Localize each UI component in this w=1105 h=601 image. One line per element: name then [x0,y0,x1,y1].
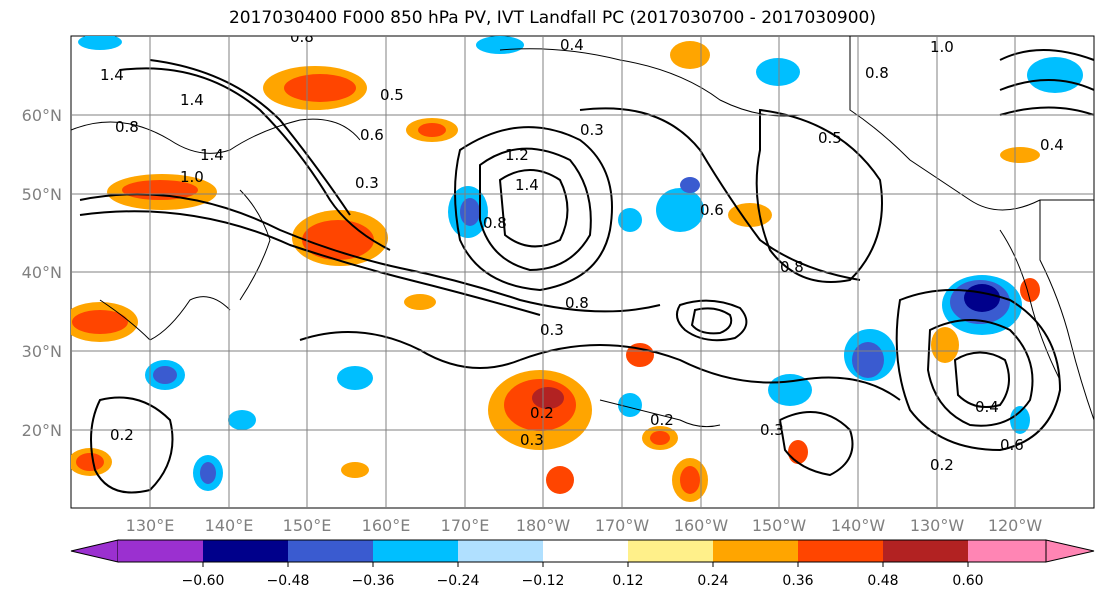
colorbar-segment [713,540,798,562]
latitude-label: 30°N [22,342,62,361]
colorbar-segment [118,540,203,562]
colorbar-lower-extension [70,539,119,563]
latitude-label: 40°N [22,263,62,282]
contour-label: 0.5 [380,86,404,104]
colorbar-segment [798,540,883,562]
longitude-label: 180°W [516,516,571,535]
contour-label: 0.6 [360,126,384,144]
latitude-label: 50°N [22,185,62,204]
colorbar-segment [968,540,1046,562]
contour-label: 0.8 [865,64,889,82]
colorbar-tick-label: −0.24 [437,573,480,589]
contour-label: 1.4 [100,66,124,84]
contour-label: 0.4 [1040,136,1064,154]
colorbar-segment [203,540,288,562]
contour-label: 0.8 [780,258,804,276]
map-title: 2017030400 F000 850 hPa PV, IVT Landfall… [228,8,876,28]
colorbar-outline [118,539,1046,563]
contour-label: 1.4 [200,146,224,164]
longitude-label: 160°W [674,516,729,535]
contour-label: 0.6 [700,201,724,219]
colorbar-tick-label: 0.36 [782,573,813,589]
colorbar-tick-label: −0.36 [352,573,395,589]
contour-label: 0.3 [580,121,604,139]
colorbar-tick-label: 0.48 [867,573,898,589]
contour-label: 1.4 [180,91,204,109]
contour-label: 0.3 [355,174,379,192]
contour-label: 1.2 [505,146,529,164]
longitude-label: 170°W [595,516,650,535]
contour-label: 0.2 [530,404,554,422]
longitude-label: 130°E [126,516,175,535]
contour-label: 0.6 [1000,436,1024,454]
longitude-label: 150°W [752,516,807,535]
longitude-label: 170°E [441,516,490,535]
graticule [71,36,1094,508]
colorbar-tick-label: 0.12 [612,573,643,589]
contour-label: 0.3 [760,421,784,439]
colorbar-segment [543,540,628,562]
contour-label: 0.4 [975,398,999,416]
longitude-label: 120°W [988,516,1043,535]
colorbar-segment [288,540,373,562]
longitude-label: 150°E [283,516,332,535]
longitude-label: 160°E [362,516,411,535]
coastlines [71,36,1094,428]
colorbar-tick-label: −0.12 [522,573,565,589]
contour-label: 0.8 [565,294,589,312]
contour-label: 0.4 [560,36,584,54]
latitude-label: 60°N [22,106,62,125]
contour-label: 0.2 [110,426,134,444]
contour-label: 0.8 [483,214,507,232]
latitude-label: 20°N [22,421,62,440]
contour-label: 0.8 [290,28,314,46]
contour-label: 1.4 [515,176,539,194]
longitude-label: 140°W [831,516,886,535]
positive-anomaly-shading [71,41,1040,502]
contour-label: 0.2 [650,411,674,429]
contour-label: 1.0 [180,168,204,186]
colorbar-segment [458,540,543,562]
colorbar-tick-label: −0.48 [267,573,310,589]
colorbar-segment [883,540,968,562]
map-field: 1.4 1.4 1.0 1.4 0.8 0.8 0.5 0.6 0.3 1.2 … [71,28,1094,508]
contour-label: 0.8 [115,118,139,136]
pv-contours [79,49,1094,494]
contour-label: 0.3 [520,431,544,449]
colorbar-segment [628,540,713,562]
longitude-label: 130°W [910,516,965,535]
colorbar-tick-label: 0.24 [697,573,728,589]
contour-label: 1.0 [930,38,954,56]
contour-label: 0.5 [818,129,842,147]
longitude-label: 140°E [205,516,254,535]
colorbar-segment [373,540,458,562]
colorbar: −0.60 −0.48 −0.36 −0.24 −0.12 0.12 0.24 … [70,539,1095,589]
colorbar-tick-label: 0.60 [952,573,983,589]
contour-label: 0.2 [930,456,954,474]
colorbar-tick-label: −0.60 [182,573,225,589]
colorbar-upper-extension [1045,539,1095,563]
contour-label: 0.3 [540,321,564,339]
